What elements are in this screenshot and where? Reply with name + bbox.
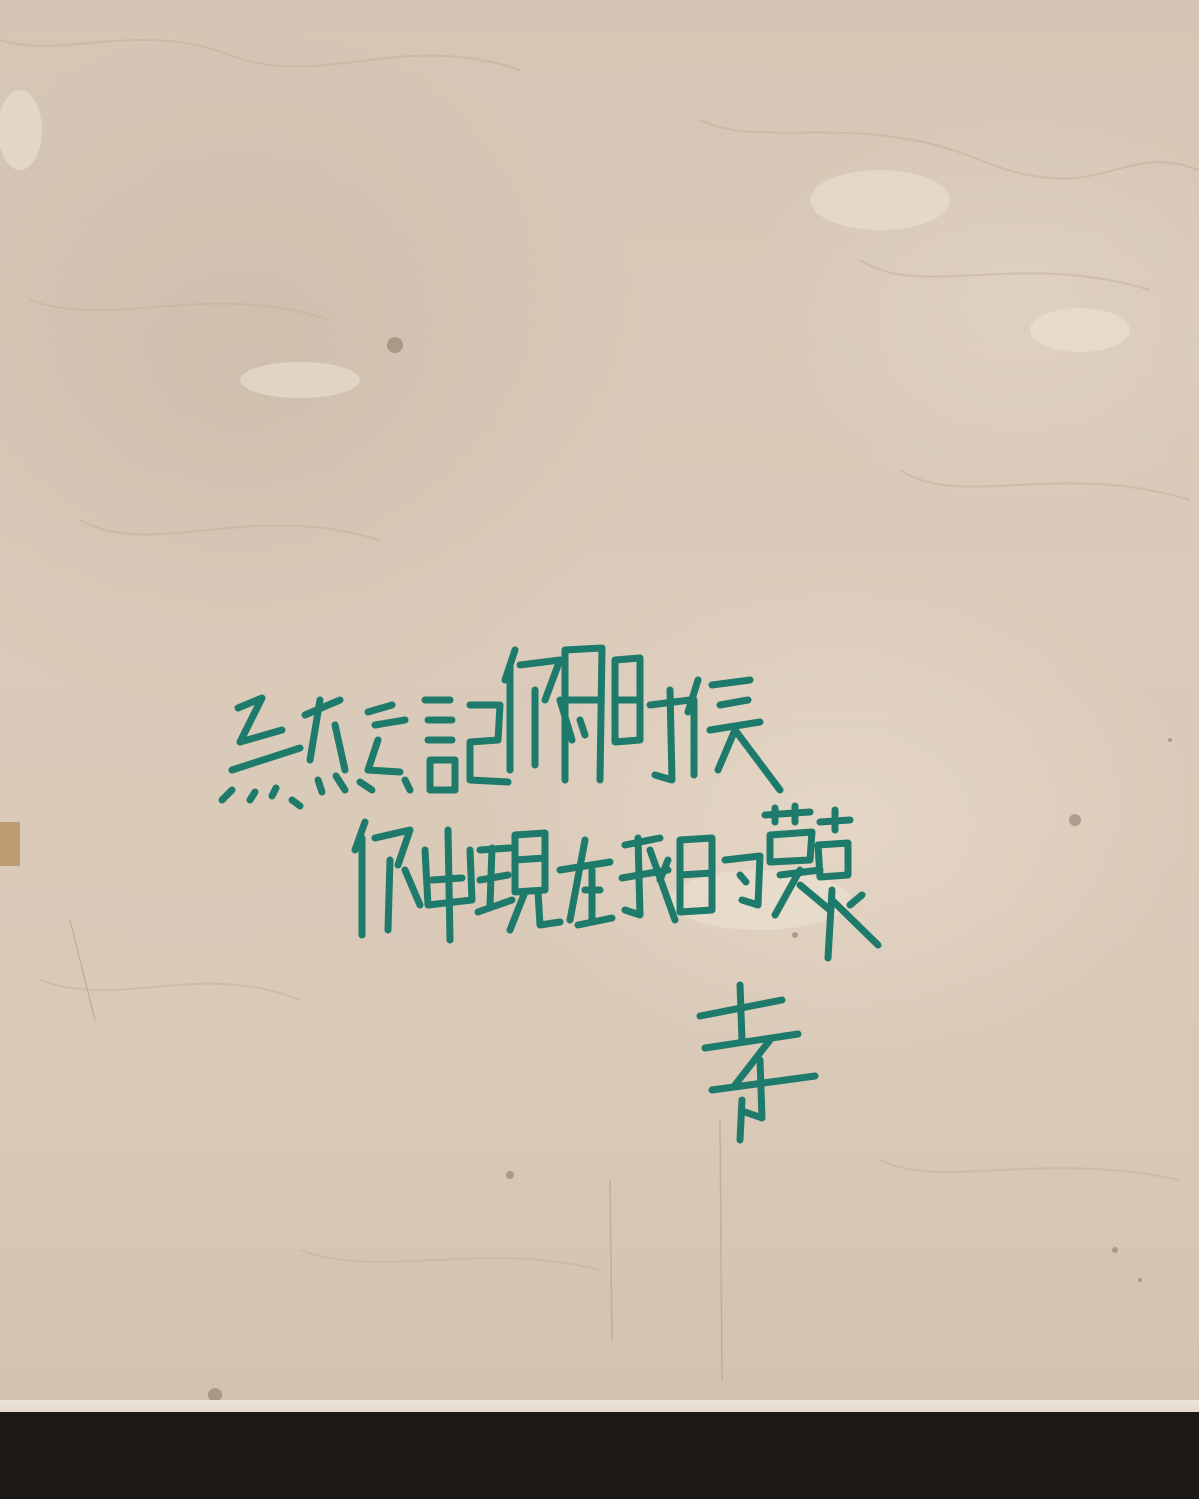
floor-strip	[0, 1412, 1199, 1499]
tape-residue	[0, 822, 20, 866]
graffiti-line-2-strokes	[351, 802, 882, 962]
graffiti-line-1-strokes	[218, 644, 784, 810]
graffiti-signature-strokes	[696, 981, 819, 1144]
